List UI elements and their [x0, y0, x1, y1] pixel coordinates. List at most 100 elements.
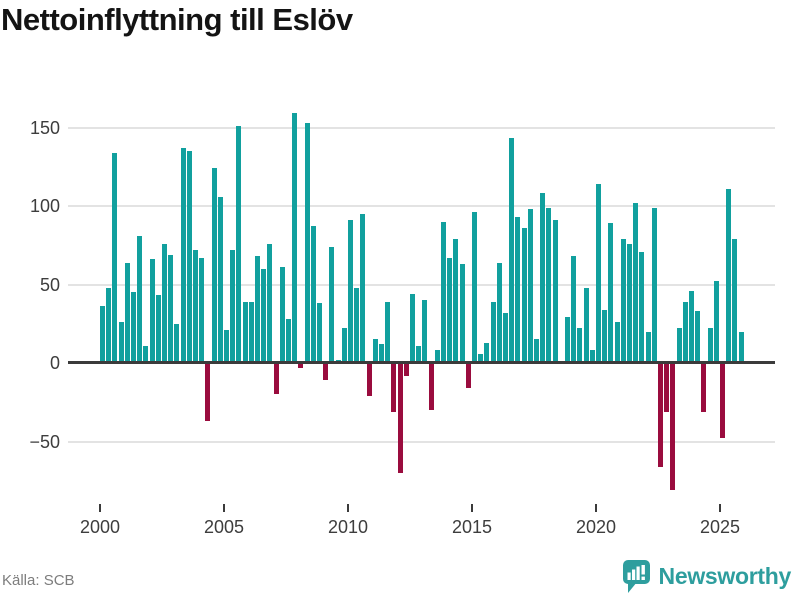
y-axis-label--50: −50: [29, 431, 60, 452]
bar-2000-Q4: [118, 322, 124, 363]
bar-2015-Q3: [484, 342, 490, 363]
bar-2024-Q3: [707, 328, 713, 363]
bar-2003-Q4: [193, 249, 198, 363]
newsworthy-logo: Newsworthy: [622, 558, 791, 594]
bar-2011-Q1: [372, 339, 378, 363]
y-axis-label-100: 100: [29, 196, 60, 216]
source-label: Källa: SCB: [2, 572, 75, 589]
x-axis-tick-2020: [595, 504, 597, 512]
y-axis-label-50: 50: [39, 274, 60, 295]
bar-2009-Q2: [329, 246, 335, 363]
bar-2000-Q1: [100, 306, 105, 363]
gridline--50: [68, 440, 775, 443]
bar-2025-Q4: [738, 331, 744, 363]
bar-2003-Q2: [180, 147, 186, 363]
bar-2008-Q3: [310, 226, 316, 363]
bar-2003-Q1: [174, 323, 180, 363]
bar-2016-Q4: [515, 216, 521, 363]
bar-2018-Q2: [552, 220, 558, 363]
bar-2009-Q4: [341, 328, 347, 363]
bar-2019-Q1: [571, 256, 577, 363]
bar-2020-Q1: [596, 184, 601, 363]
bar-2010-Q1: [348, 220, 353, 363]
bar-2007-Q4: [292, 113, 298, 363]
bar-2014-Q4: [465, 363, 471, 389]
bar-2023-Q2: [676, 328, 682, 363]
bar-2005-Q3: [236, 125, 242, 363]
bar-2025-Q2: [726, 188, 732, 363]
x-axis-tick-2025: [719, 504, 721, 512]
bar-2021-Q1: [620, 238, 626, 363]
bar-2018-Q4: [565, 317, 570, 363]
bar-2010-Q3: [360, 213, 366, 363]
y-axis-label-0: 0: [49, 353, 60, 373]
bar-2023-Q3: [682, 301, 688, 363]
bar-2006-Q4: [267, 243, 273, 363]
bar-2005-Q4: [242, 301, 248, 363]
bar-2015-Q4: [490, 301, 496, 363]
newsworthy-logo-text: Newsworthy: [658, 562, 792, 589]
bar-2024-Q2: [701, 363, 707, 412]
x-axis-label-2020: 2020: [575, 517, 617, 537]
bar-2000-Q2: [106, 287, 112, 363]
gridline-50: [68, 283, 775, 286]
x-axis-label-2000: 2000: [79, 517, 121, 537]
bar-2002-Q2: [155, 295, 161, 363]
bar-2023-Q4: [689, 290, 694, 363]
bar-2011-Q4: [391, 363, 397, 412]
bar-2007-Q2: [279, 267, 285, 363]
bar-2013-Q3: [434, 350, 440, 363]
bar-2016-Q1: [496, 262, 502, 363]
bar-2020-Q4: [614, 322, 620, 363]
bar-2017-Q4: [540, 193, 546, 363]
bar-2001-Q2: [131, 292, 136, 363]
bar-2025-Q1: [720, 363, 725, 439]
bar-2013-Q4: [441, 221, 446, 363]
gridline-150: [68, 126, 775, 129]
bar-2020-Q2: [602, 309, 608, 363]
bar-2010-Q2: [354, 287, 360, 363]
bar-2017-Q2: [527, 209, 533, 363]
bar-2021-Q4: [639, 251, 645, 363]
bar-2023-Q1: [670, 363, 676, 491]
bar-2014-Q3: [459, 264, 465, 363]
bar-2006-Q2: [255, 256, 260, 363]
x-axis-tick-2005: [223, 504, 225, 512]
bar-2002-Q3: [162, 243, 167, 363]
bar-2006-Q3: [261, 268, 267, 363]
bar-2015-Q2: [478, 353, 484, 363]
gridline-100: [68, 205, 775, 207]
bar-2018-Q1: [546, 207, 552, 363]
x-axis-label-2010: 2010: [327, 517, 369, 537]
bar-2022-Q4: [664, 363, 670, 412]
bar-2010-Q4: [366, 363, 372, 396]
bar-2001-Q4: [143, 345, 149, 363]
bar-2024-Q4: [713, 281, 719, 363]
bar-2005-Q1: [224, 330, 229, 363]
x-axis-tick-2010: [347, 504, 349, 512]
bar-2008-Q4: [317, 303, 322, 363]
x-axis-label-2005: 2005: [203, 517, 245, 537]
bar-2004-Q3: [211, 168, 217, 363]
bar-2021-Q3: [633, 202, 639, 363]
bar-2017-Q1: [521, 227, 527, 363]
bar-2009-Q1: [323, 363, 329, 381]
x-axis-tick-2000: [99, 504, 101, 512]
bar-2004-Q2: [205, 363, 211, 422]
bar-2007-Q1: [273, 363, 279, 395]
x-axis-tick-2015: [471, 504, 473, 512]
bar-2022-Q1: [645, 331, 651, 363]
bar-2007-Q3: [286, 319, 291, 363]
bar-2016-Q2: [503, 312, 508, 363]
chart-title: Nettoinflyttning till Eslöv: [1, 2, 353, 37]
bar-2014-Q1: [447, 257, 453, 363]
bar-2004-Q4: [217, 196, 223, 363]
bar-2002-Q1: [149, 259, 155, 363]
bar-2005-Q2: [230, 249, 236, 363]
newsworthy-icon: [622, 560, 650, 593]
bar-2006-Q1: [248, 301, 254, 363]
zero-axis-line: [68, 361, 775, 364]
bar-2019-Q2: [577, 328, 583, 363]
